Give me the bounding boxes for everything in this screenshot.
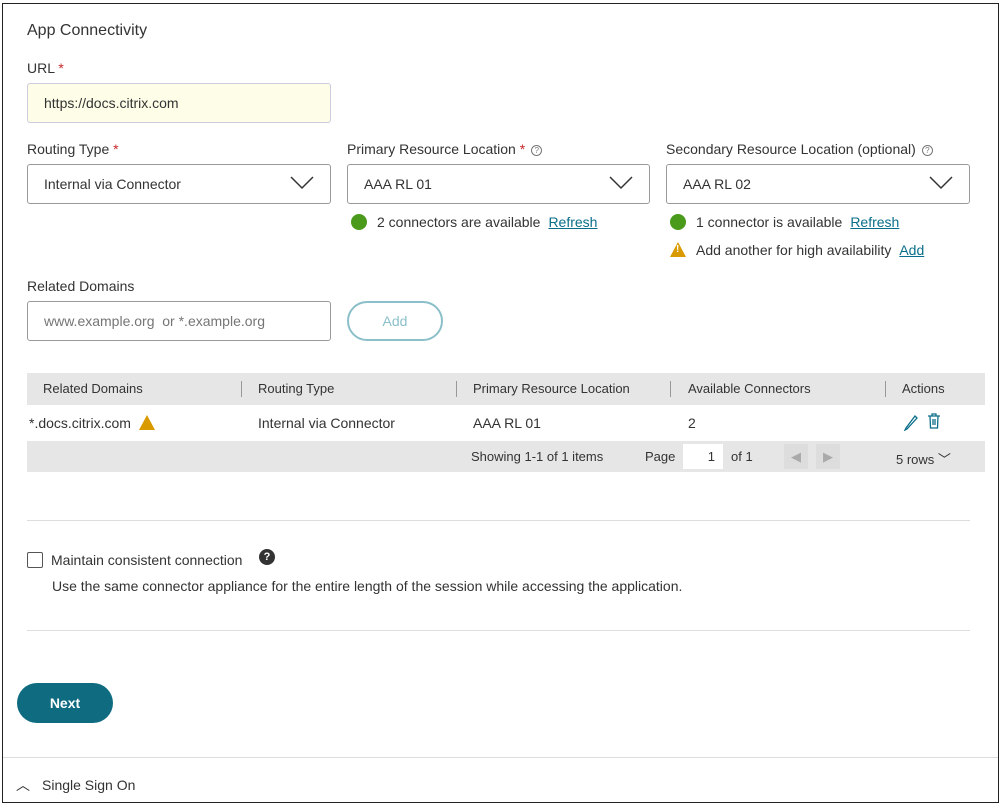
edit-icon[interactable] xyxy=(903,413,919,431)
maintain-connection-description: Use the same connector appliance for the… xyxy=(52,578,683,594)
column-header[interactable]: Related Domains xyxy=(43,381,143,396)
secondary-status: 1 connector is available Refresh xyxy=(670,214,899,230)
status-ok-icon xyxy=(670,214,686,230)
primary-cell: AAA RL 01 xyxy=(473,415,541,431)
help-icon[interactable]: ? xyxy=(531,145,543,156)
pagination-summary: Showing 1-1 of 1 items xyxy=(471,449,604,464)
help-icon[interactable]: ? xyxy=(259,549,275,565)
column-header[interactable]: Routing Type xyxy=(258,381,335,396)
panel-frame xyxy=(2,3,999,803)
routing-cell: Internal via Connector xyxy=(258,415,395,431)
chevron-down-icon xyxy=(290,176,314,190)
column-header[interactable]: Primary Resource Location xyxy=(473,381,630,396)
next-button[interactable]: Next xyxy=(17,683,113,723)
column-header: Actions xyxy=(902,381,945,396)
page-label: Page xyxy=(645,449,676,464)
help-icon[interactable]: ? xyxy=(921,145,933,156)
section-title: App Connectivity xyxy=(27,22,148,39)
warning-icon xyxy=(670,242,686,257)
warning-icon xyxy=(138,415,155,453)
related-domains-label: Related Domains xyxy=(27,278,135,294)
url-input[interactable]: https://docs.citrix.com xyxy=(27,83,331,123)
status-ok-icon xyxy=(351,214,367,230)
routing-type-label: Routing Type * xyxy=(27,141,119,157)
divider xyxy=(27,520,970,521)
table-pagination: Showing 1-1 of 1 items Page 1 of 1 ◀ ▶ 5… xyxy=(27,441,985,472)
maintain-connection-checkbox[interactable] xyxy=(27,552,43,568)
table-row: *.docs.citrix.com Internal via Connector… xyxy=(27,405,985,453)
page-count: of 1 xyxy=(731,449,753,464)
secondary-location-label: Secondary Resource Location (optional)? xyxy=(666,141,933,157)
primary-location-select[interactable]: AAA RL 01 xyxy=(347,164,650,204)
column-header[interactable]: Available Connectors xyxy=(688,381,811,396)
primary-location-label: Primary Resource Location *? xyxy=(347,141,543,157)
url-label: URL * xyxy=(27,60,64,76)
secondary-location-select[interactable]: AAA RL 02 xyxy=(666,164,970,204)
related-domains-input[interactable] xyxy=(27,301,331,341)
secondary-add-link[interactable]: Add xyxy=(899,242,925,258)
next-page-button[interactable]: ▶ xyxy=(816,444,840,469)
primary-status: 2 connectors are available Refresh xyxy=(351,214,597,230)
table-header: Related Domains Routing Type Primary Res… xyxy=(27,373,985,405)
prev-page-button[interactable]: ◀ xyxy=(784,444,808,469)
connectors-cell: 2 xyxy=(688,415,696,431)
chevron-down-icon xyxy=(929,176,953,190)
secondary-refresh-link[interactable]: Refresh xyxy=(850,214,900,230)
divider xyxy=(3,757,998,758)
chevron-down-icon xyxy=(609,176,633,190)
delete-icon[interactable] xyxy=(927,412,941,430)
chevron-down-icon: ﹀ xyxy=(937,452,951,467)
primary-refresh-link[interactable]: Refresh xyxy=(548,214,598,230)
chevron-up-icon: ︿ xyxy=(16,777,30,793)
rows-per-page-select[interactable]: 5 rows ﹀ xyxy=(896,452,951,467)
single-sign-on-section[interactable]: ︿ Single Sign On xyxy=(16,777,136,793)
maintain-connection-label: Maintain consistent connection xyxy=(51,552,243,568)
page-input[interactable]: 1 xyxy=(683,444,723,469)
routing-type-select[interactable]: Internal via Connector xyxy=(27,164,331,204)
divider xyxy=(27,630,970,631)
domain-cell: *.docs.citrix.com xyxy=(29,405,165,453)
add-domain-button[interactable]: Add xyxy=(347,301,443,341)
